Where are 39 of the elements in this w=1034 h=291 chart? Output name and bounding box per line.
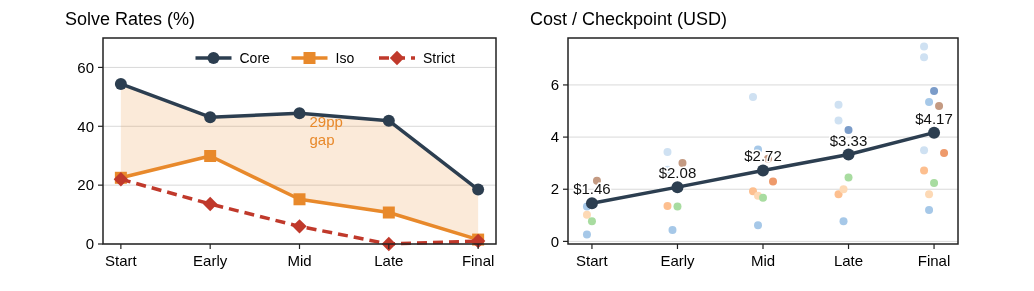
y-tick-label: 2 xyxy=(550,180,559,198)
y-tick-label: 0 xyxy=(85,235,94,253)
y-tick-label: 20 xyxy=(77,176,94,194)
x-tick-label: Early xyxy=(193,252,228,269)
annotation: 29pp gap xyxy=(309,112,343,148)
y-tick-label: 4 xyxy=(550,128,559,146)
x-tick-label: Final xyxy=(917,252,951,269)
data-label: $3.33 xyxy=(829,131,868,149)
point xyxy=(292,219,307,234)
legend-label: Strict xyxy=(423,49,455,66)
data-label: $1.46 xyxy=(573,180,611,198)
y-tick-label: 40 xyxy=(77,117,94,135)
y-tick-label: 60 xyxy=(77,58,94,76)
x-tick-label: Start xyxy=(105,252,138,269)
point xyxy=(204,150,217,163)
point xyxy=(472,183,485,196)
x-tick-label: Mid xyxy=(287,252,312,269)
point xyxy=(293,193,306,206)
x-tick-label: Late xyxy=(374,252,404,269)
chart-title: Cost / Checkpoint (USD) xyxy=(530,9,728,29)
point xyxy=(114,77,127,90)
data-label: $2.72 xyxy=(744,147,782,165)
point xyxy=(293,107,306,120)
chart-title: Solve Rates (%) xyxy=(65,9,196,29)
x-tick-label: Late xyxy=(833,252,864,269)
y-tick-label: 0 xyxy=(550,232,559,250)
legend-label: Core xyxy=(239,49,271,66)
y-tick-label: 6 xyxy=(550,76,559,94)
point xyxy=(382,114,395,127)
data-label: $4.17 xyxy=(915,109,953,127)
point xyxy=(202,196,218,212)
x-tick-label: Mid xyxy=(750,252,776,269)
data-label: $2.08 xyxy=(658,164,697,182)
point xyxy=(204,111,217,124)
x-tick-label: Final xyxy=(461,252,495,269)
legend-label: Iso xyxy=(335,49,355,66)
x-tick-label: Early xyxy=(660,252,696,269)
point xyxy=(382,206,395,219)
x-tick-label: Start xyxy=(576,252,609,269)
